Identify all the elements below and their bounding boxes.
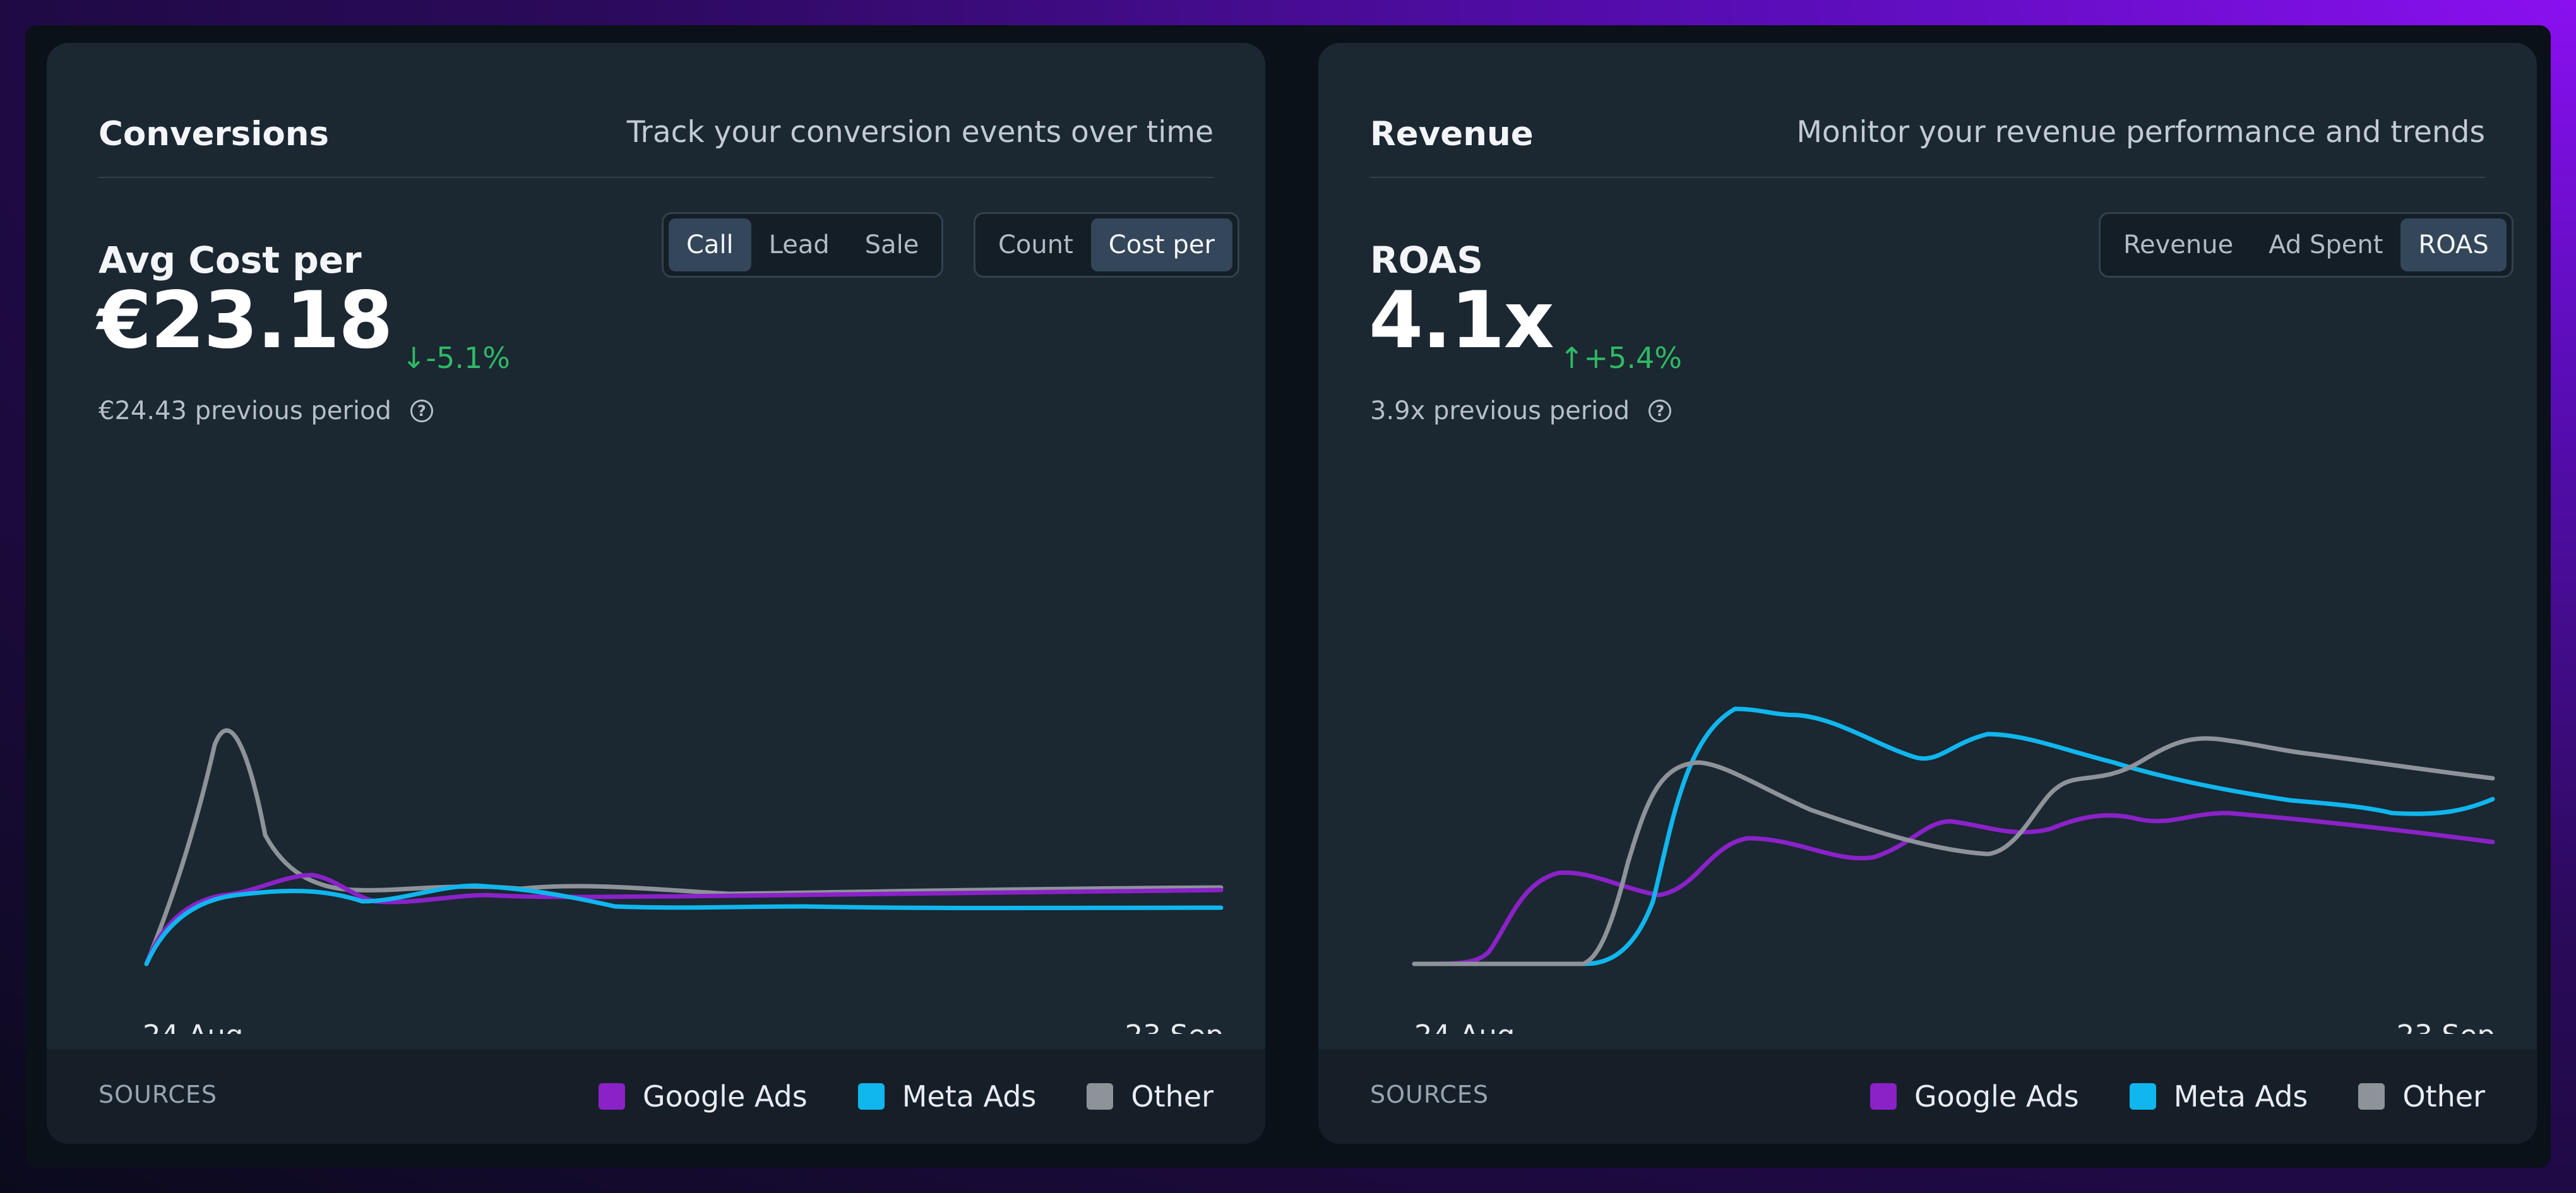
toggle-revenue[interactable]: Revenue <box>2123 230 2234 259</box>
header-divider <box>98 177 1213 178</box>
legend-swatch <box>857 1083 885 1110</box>
sources-footer: SOURCES Google Ads Meta Ads Other <box>1318 1049 2537 1144</box>
series-other-line <box>1412 736 2495 966</box>
panel-title: Revenue <box>1370 115 1534 153</box>
series-meta-ads-line <box>144 883 1224 966</box>
revenue-panel: Revenue Monitor your revenue performance… <box>1318 43 2537 1144</box>
toggle-ad-spent[interactable]: Ad Spent <box>2269 230 2383 259</box>
previous-period: 3.9x previous period ? <box>1370 396 1672 425</box>
legend-swatch <box>2129 1083 2156 1110</box>
toggle-lead[interactable]: Lead <box>768 230 830 259</box>
series-meta-ads-line <box>1412 706 2495 966</box>
legend-item-meta-ads[interactable]: Meta Ads <box>2129 1079 2308 1113</box>
sources-label: SOURCES <box>98 1081 218 1108</box>
question-circle-icon[interactable]: ? <box>1649 400 1672 422</box>
previous-period-text: €24.43 previous period <box>98 396 391 425</box>
conversions-panel: Conversions Track your conversion events… <box>47 43 1265 1144</box>
sources-label: SOURCES <box>1370 1081 1489 1108</box>
legend-swatch <box>599 1083 626 1110</box>
legend: Google Ads Meta Ads Other <box>1820 1049 2485 1144</box>
toggle-cost-per[interactable]: Cost per <box>1090 218 1232 271</box>
metric-change-badge: ↑+5.4% <box>1559 341 1682 375</box>
legend-item-other[interactable]: Other <box>2358 1079 2485 1113</box>
previous-period: €24.43 previous period ? <box>98 396 433 425</box>
legend-label: Other <box>1131 1079 1213 1113</box>
revenue-metric-toggle: Revenue Ad Spent ROAS <box>2099 212 2513 278</box>
sources-footer: SOURCES Google Ads Meta Ads Other <box>47 1049 1265 1144</box>
x-axis-start-label: 24 Aug <box>1414 1019 1515 1034</box>
legend-item-meta-ads[interactable]: Meta Ads <box>857 1079 1037 1113</box>
revenue-line-chart: 24 Aug 23 Sep <box>1412 706 2495 1034</box>
legend-label: Google Ads <box>1914 1079 2079 1113</box>
toggle-sale[interactable]: Sale <box>864 230 919 259</box>
x-axis-end-label: 23 Sep <box>1125 1019 1224 1034</box>
x-axis-end-label: 23 Sep <box>2397 1019 2495 1034</box>
legend-item-google-ads[interactable]: Google Ads <box>599 1079 808 1113</box>
dashboard-frame: Conversions Track your conversion events… <box>25 25 2551 1168</box>
series-other-line <box>144 728 1224 966</box>
toggle-call[interactable]: Call <box>669 218 751 271</box>
conversions-line-chart: 24 Aug 23 Sep <box>143 728 1224 1034</box>
legend-swatch <box>1087 1083 1114 1110</box>
metric-label: Avg Cost per <box>98 239 362 282</box>
series-google-ads-line <box>1412 810 2495 966</box>
x-axis-start-label: 24 Aug <box>143 1019 243 1034</box>
previous-period-text: 3.9x previous period <box>1370 396 1630 425</box>
metric-value: 4.1x <box>1369 275 1554 366</box>
metric-label: ROAS <box>1370 239 1484 282</box>
legend-item-other[interactable]: Other <box>1087 1079 1213 1113</box>
metric-value: €23.18 <box>97 275 393 366</box>
legend-swatch <box>2358 1083 2385 1110</box>
header-divider <box>1370 177 2485 178</box>
legend-label: Google Ads <box>643 1079 808 1113</box>
legend: Google Ads Meta Ads Other <box>548 1049 1213 1144</box>
toggle-count[interactable]: Count <box>998 230 1073 259</box>
panel-subtitle: Monitor your revenue performance and tre… <box>1796 115 2485 150</box>
panel-subtitle: Track your conversion events over time <box>626 115 1213 150</box>
legend-label: Other <box>2402 1079 2485 1113</box>
legend-label: Meta Ads <box>2173 1079 2308 1113</box>
toggle-roas[interactable]: ROAS <box>2400 218 2507 271</box>
legend-item-google-ads[interactable]: Google Ads <box>1870 1079 2079 1113</box>
legend-swatch <box>1870 1083 1897 1110</box>
metric-mode-toggle: Count Cost per <box>974 212 1239 278</box>
event-type-toggle: Call Lead Sale <box>662 212 944 278</box>
panel-title: Conversions <box>98 115 330 153</box>
metric-change-badge: ↓-5.1% <box>402 341 511 375</box>
legend-label: Meta Ads <box>902 1079 1037 1113</box>
question-circle-icon[interactable]: ? <box>410 400 433 422</box>
